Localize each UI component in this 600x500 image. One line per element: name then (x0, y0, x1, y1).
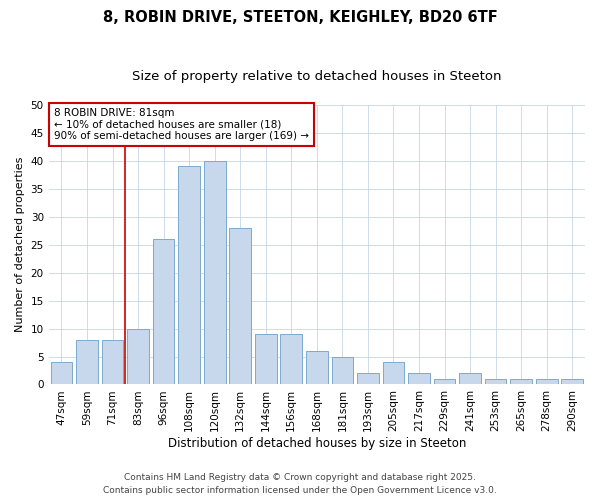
Bar (127, 328, 149, 384)
Bar (459, 374, 481, 384)
Bar (50, 362, 72, 384)
Bar (485, 379, 506, 384)
Bar (153, 239, 175, 384)
Bar (204, 161, 226, 384)
Bar (510, 379, 532, 384)
Title: Size of property relative to detached houses in Steeton: Size of property relative to detached ho… (132, 70, 502, 83)
Bar (332, 356, 353, 384)
Bar (383, 362, 404, 384)
Bar (562, 379, 583, 384)
Bar (536, 379, 557, 384)
Bar (76, 340, 98, 384)
Text: 8 ROBIN DRIVE: 81sqm
← 10% of detached houses are smaller (18)
90% of semi-detac: 8 ROBIN DRIVE: 81sqm ← 10% of detached h… (54, 108, 309, 141)
Bar (178, 166, 200, 384)
Y-axis label: Number of detached properties: Number of detached properties (15, 157, 25, 332)
Text: Contains HM Land Registry data © Crown copyright and database right 2025.
Contai: Contains HM Land Registry data © Crown c… (103, 474, 497, 495)
Bar (255, 334, 277, 384)
Bar (357, 374, 379, 384)
Bar (101, 340, 124, 384)
Bar (280, 334, 302, 384)
Bar (434, 379, 455, 384)
Text: 8, ROBIN DRIVE, STEETON, KEIGHLEY, BD20 6TF: 8, ROBIN DRIVE, STEETON, KEIGHLEY, BD20 … (103, 10, 497, 25)
X-axis label: Distribution of detached houses by size in Steeton: Distribution of detached houses by size … (167, 437, 466, 450)
Bar (229, 228, 251, 384)
Bar (306, 351, 328, 384)
Bar (408, 374, 430, 384)
